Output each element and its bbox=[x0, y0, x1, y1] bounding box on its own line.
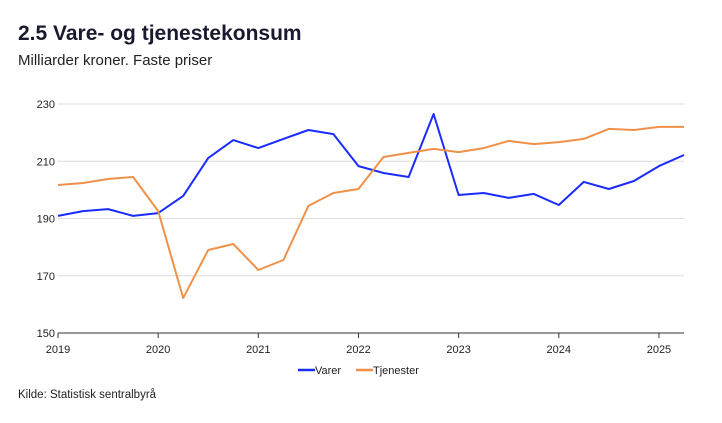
legend-label: Tjenester bbox=[373, 365, 419, 377]
legend-label: Varer bbox=[315, 365, 341, 377]
x-tick-label: 2019 bbox=[46, 344, 70, 356]
y-tick-label: 190 bbox=[37, 214, 55, 226]
x-tick-label: 2022 bbox=[346, 344, 370, 356]
series-line-tjenester bbox=[57, 125, 684, 300]
y-tick-label: 210 bbox=[37, 156, 55, 168]
y-tick-label: 150 bbox=[37, 328, 55, 340]
x-tick-label: 2024 bbox=[547, 344, 571, 356]
x-tick-label: 2021 bbox=[246, 344, 270, 356]
x-tick-label: 2025 bbox=[647, 344, 671, 356]
x-tick-label: 2020 bbox=[146, 344, 170, 356]
y-tick-label: 230 bbox=[37, 99, 55, 111]
x-tick-label: 2023 bbox=[446, 344, 470, 356]
chart-title: 2.5 Vare- og tjenestekonsum bbox=[18, 22, 302, 45]
series-line-varer bbox=[57, 113, 685, 217]
source-note: Kilde: Statistisk sentralbyrå bbox=[18, 389, 157, 401]
y-tick-label: 170 bbox=[37, 271, 55, 283]
chart-subtitle: Milliarder kroner. Faste priser bbox=[18, 52, 213, 69]
